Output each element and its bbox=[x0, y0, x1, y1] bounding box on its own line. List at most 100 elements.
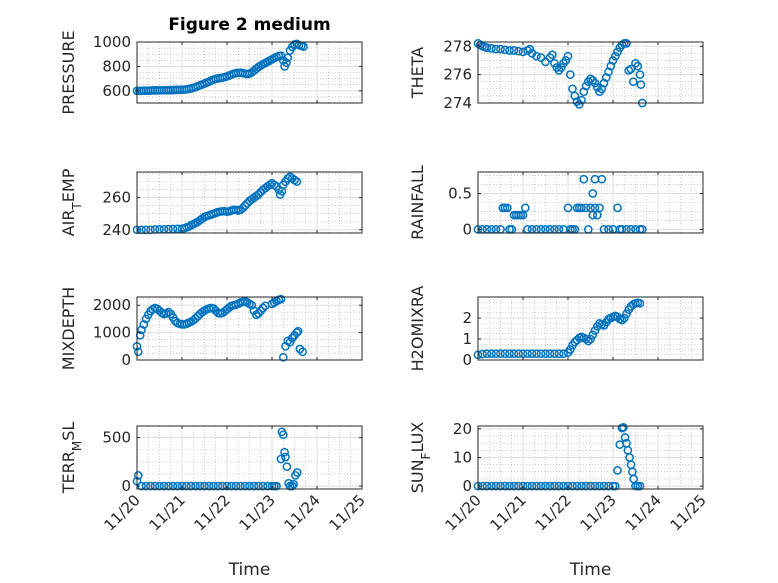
y-tick-label: 2000 bbox=[93, 296, 131, 314]
x-tick-label: 11/25 bbox=[667, 491, 710, 534]
data-point bbox=[236, 481, 245, 491]
data-point bbox=[505, 46, 514, 55]
y-tick-label: 500 bbox=[102, 429, 131, 447]
data-point bbox=[505, 349, 514, 359]
data-point bbox=[617, 315, 627, 325]
data-point bbox=[568, 481, 577, 491]
data-point bbox=[247, 300, 257, 310]
y-axis-label: MIXDEPTH bbox=[59, 287, 78, 370]
data-point bbox=[556, 63, 566, 72]
data-point bbox=[299, 42, 308, 51]
data-point bbox=[523, 481, 532, 491]
y-axis-label: RAINFALL bbox=[408, 165, 427, 240]
data-point bbox=[287, 481, 297, 491]
data-point bbox=[159, 481, 169, 491]
data-point bbox=[269, 180, 279, 190]
data-point bbox=[150, 481, 160, 491]
data-point bbox=[177, 481, 187, 491]
data-point bbox=[133, 347, 143, 357]
data-point bbox=[231, 481, 241, 491]
y-tick-label: 240 bbox=[102, 221, 131, 239]
data-point bbox=[282, 58, 291, 68]
data-point bbox=[137, 325, 146, 335]
data-point bbox=[238, 203, 248, 213]
data-point bbox=[565, 70, 575, 79]
y-axis-label: SUNFLUX bbox=[408, 422, 433, 494]
y-tick-label: 600 bbox=[102, 82, 131, 100]
data-point bbox=[487, 481, 496, 491]
data-point bbox=[636, 80, 646, 89]
data-point bbox=[527, 481, 537, 491]
axes-box bbox=[136, 296, 363, 361]
data-point bbox=[592, 83, 602, 92]
data-point bbox=[588, 189, 598, 198]
data-point bbox=[200, 481, 209, 491]
data-point bbox=[565, 345, 575, 354]
data-point bbox=[550, 58, 559, 68]
data-point bbox=[240, 201, 250, 211]
subplot-7: 0 500 11/20 11/21 11/22 11/23 11/24 11/25 TERRMS… bbox=[59, 422, 369, 580]
y-tick-label: 0 bbox=[462, 220, 472, 238]
data-point bbox=[628, 77, 638, 87]
data-point bbox=[509, 46, 519, 55]
data-point bbox=[554, 349, 564, 359]
y-tick-label: 278 bbox=[443, 37, 472, 55]
y-tick-label: 276 bbox=[443, 66, 472, 84]
data-point bbox=[619, 313, 629, 323]
data-point bbox=[191, 481, 200, 491]
data-point bbox=[532, 349, 541, 359]
data-point bbox=[487, 44, 496, 53]
data-point bbox=[541, 349, 550, 359]
data-point bbox=[283, 53, 293, 63]
data-point bbox=[514, 46, 523, 56]
data-point bbox=[491, 349, 501, 359]
data-point bbox=[505, 481, 514, 491]
data-point bbox=[209, 304, 218, 313]
data-point bbox=[577, 203, 586, 213]
data-point bbox=[563, 203, 573, 213]
data-point bbox=[482, 43, 492, 53]
data-point bbox=[586, 481, 595, 491]
data-point bbox=[146, 481, 155, 491]
data-point bbox=[608, 56, 618, 65]
y-axis-label: H2OMIXRA bbox=[408, 286, 427, 372]
data-point bbox=[272, 481, 281, 491]
x-axis-label: Time bbox=[569, 560, 612, 580]
data-point bbox=[500, 45, 510, 55]
data-point bbox=[635, 298, 645, 308]
data-point bbox=[536, 481, 546, 491]
data-point bbox=[502, 203, 512, 213]
data-point bbox=[635, 481, 645, 491]
subplot-6: 0 1 2 H2OMIXRA bbox=[408, 286, 704, 372]
plot-area bbox=[478, 297, 703, 360]
data-point bbox=[209, 481, 218, 491]
data-point bbox=[577, 95, 586, 105]
data-point bbox=[610, 51, 620, 61]
subplot-3: 240 260 AIRTEMP bbox=[59, 168, 363, 239]
data-point bbox=[525, 44, 535, 54]
data-point bbox=[478, 349, 487, 359]
data-point bbox=[218, 481, 227, 491]
y-axis-label: TERRMSL bbox=[59, 422, 84, 495]
data-point bbox=[289, 479, 298, 489]
data-point bbox=[496, 349, 505, 359]
data-point bbox=[581, 481, 591, 491]
data-point bbox=[572, 481, 582, 491]
y-tick-label: 20 bbox=[453, 420, 472, 438]
x-axis-label: Time bbox=[228, 560, 271, 580]
data-point bbox=[581, 81, 591, 91]
data-point bbox=[168, 481, 178, 491]
x-tick-label: 11/21 bbox=[146, 491, 189, 534]
data-point bbox=[227, 481, 236, 491]
data-point bbox=[298, 347, 307, 357]
data-point bbox=[278, 352, 288, 362]
data-point bbox=[514, 349, 523, 359]
data-point bbox=[595, 481, 604, 491]
subplot-4: 0 0.5 RAINFALL bbox=[408, 165, 704, 240]
data-point bbox=[613, 466, 622, 475]
data-point bbox=[254, 481, 263, 491]
y-tick-label: 2 bbox=[462, 309, 472, 327]
y-axis-label: AIRTEMP bbox=[59, 168, 84, 236]
y-tick-label: 0 bbox=[121, 477, 131, 495]
